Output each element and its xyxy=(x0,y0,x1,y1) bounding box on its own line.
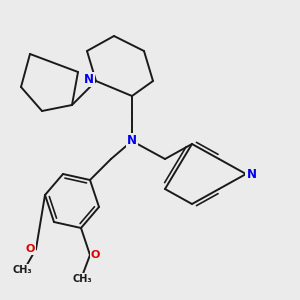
Text: O: O xyxy=(91,250,100,260)
Text: CH₃: CH₃ xyxy=(73,274,92,284)
Text: N: N xyxy=(83,73,94,86)
Text: N: N xyxy=(127,134,137,148)
Text: O: O xyxy=(26,244,35,254)
Text: CH₃: CH₃ xyxy=(13,265,32,275)
Text: N: N xyxy=(246,167,256,181)
